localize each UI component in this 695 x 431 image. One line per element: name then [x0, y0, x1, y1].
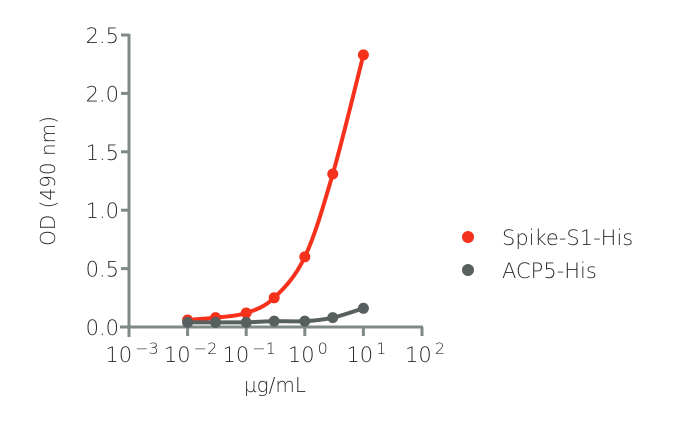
series-acp5-his: [182, 302, 369, 328]
data-point: [268, 315, 280, 327]
x-tick-label: 10 2: [405, 339, 445, 367]
x-tick-label: 10 −3: [105, 339, 158, 367]
legend: Spike-S1-His ACP5-His: [462, 226, 633, 283]
y-tick-label: 2.5: [86, 24, 119, 48]
legend-marker-icon: [462, 231, 474, 243]
x-axis: 10 −3 10 −2 10 −1 10 0 10 1 10 2: [105, 325, 445, 367]
data-point: [210, 316, 222, 328]
data-point: [268, 292, 280, 304]
x-tick-label: 10 −1: [223, 339, 276, 367]
series-line: [185, 52, 366, 322]
y-tick-label: 0.5: [86, 258, 119, 282]
y-tick-label: 0.0: [86, 316, 119, 340]
legend-label: Spike-S1-His: [502, 226, 633, 250]
data-point: [357, 49, 369, 61]
data-point: [240, 316, 252, 328]
data-point: [299, 315, 311, 327]
x-axis-title: µg/mL: [244, 373, 306, 397]
x-tick-label: 10 −2: [164, 339, 217, 367]
legend-item: Spike-S1-His: [462, 226, 633, 250]
legend-item: ACP5-His: [462, 259, 597, 283]
x-tick-label: 10 1: [346, 339, 386, 367]
y-tick-label: 1.0: [86, 199, 119, 223]
series-spike-s1-his: [182, 49, 369, 326]
data-point: [357, 302, 369, 314]
data-point: [182, 316, 194, 328]
data-point: [327, 312, 339, 324]
data-point: [240, 307, 252, 319]
data-point: [327, 168, 339, 180]
y-tick-label: 1.5: [86, 141, 119, 165]
series-layer: [182, 49, 369, 328]
x-tick-label: 10 0: [288, 339, 328, 367]
legend-marker-icon: [462, 264, 474, 276]
y-tick-label: 2.0: [86, 82, 119, 106]
y-axis-title: OD (490 nm): [36, 116, 60, 246]
legend-label: ACP5-His: [502, 259, 597, 283]
y-axis: 0.0 0.5 1.0 1.5 2.0 2.5: [86, 24, 131, 340]
data-point: [299, 251, 311, 263]
